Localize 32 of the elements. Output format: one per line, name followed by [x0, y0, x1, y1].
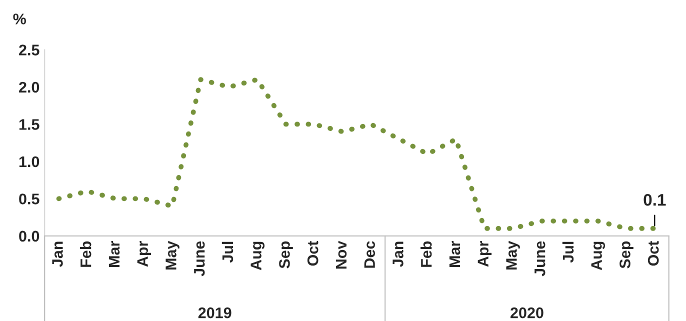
y-axis-title: %	[13, 14, 26, 24]
x-tick-label: Oct	[307, 240, 318, 266]
x-tick-label: Nov	[336, 240, 347, 269]
x-tick-label: Feb	[420, 241, 432, 267]
x-tick-label: Mar	[449, 241, 460, 267]
x-tick-label: Mar	[108, 241, 120, 267]
text: 2019	[198, 307, 232, 318]
x-tick-label: Sep	[279, 241, 293, 268]
y-tick-label: 2.5	[19, 44, 40, 56]
x-tick-label: Jul	[222, 242, 234, 263]
x-tick-label: Feb	[80, 241, 92, 267]
x-tick-label: June	[194, 241, 205, 276]
x-tick-label: Apr	[137, 241, 152, 267]
y-tick-label: 0.5	[19, 194, 40, 204]
x-tick-label: Dec	[364, 241, 376, 268]
y-tick-label: 0.0	[19, 230, 40, 242]
x-tick-label: Apr	[478, 241, 492, 267]
x-tick-label: Sep	[620, 241, 634, 268]
x-tick-label: May	[506, 240, 520, 270]
x-tick-label: Aug	[591, 242, 606, 270]
x-tick-label: Oct	[648, 240, 659, 266]
x-tick-label: June	[534, 241, 546, 276]
x-tick-label: Jan	[392, 242, 404, 267]
data-label: 0.1	[644, 194, 666, 206]
x-tick-label: Jan	[52, 242, 63, 267]
y-tick-label: 1.0	[19, 156, 40, 168]
x-tick-label: May	[166, 240, 180, 270]
text: 2020	[510, 307, 544, 318]
x-tick-label: Aug	[250, 242, 265, 270]
y-tick-label: 1.5	[19, 119, 40, 130]
y-tick-label: 2.0	[19, 82, 40, 93]
x-tick-label: Jul	[562, 242, 574, 263]
